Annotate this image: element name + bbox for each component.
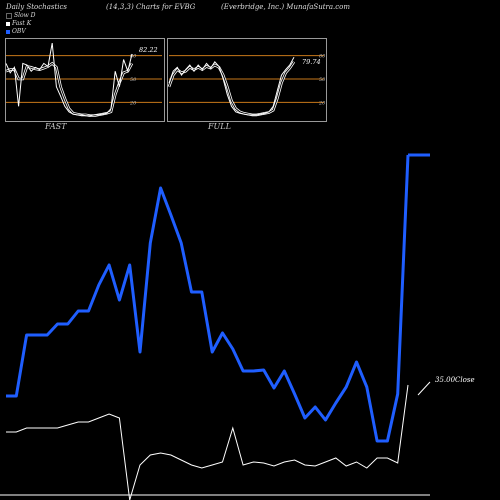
header-site: (Everbridge, Inc.) MunafaSutra.com	[221, 3, 351, 11]
fast-fast-k-line	[5, 43, 133, 117]
legend-item-slow-d: Slow D	[6, 12, 36, 20]
fast-ytick: 20	[129, 100, 137, 106]
full-ytick: 50	[319, 77, 326, 83]
full-stochastic-panel	[167, 38, 327, 122]
close-label: 35.00Close	[435, 376, 475, 384]
full-value-label: 79.74	[302, 58, 321, 66]
full-slow-d-line	[168, 61, 295, 116]
fast-slow-d-line	[5, 62, 133, 117]
fast-ytick: 80	[130, 54, 137, 60]
full-ytick: 80	[319, 54, 326, 60]
legend-swatch-slow-d	[6, 13, 12, 19]
fast-panel-label: FAST	[45, 122, 67, 131]
fast-value-label: 82.22	[139, 46, 158, 54]
fast-stochastic-panel	[5, 38, 165, 122]
price-line	[6, 384, 409, 500]
header-subtitle: (14,3,3) Charts for EVBG	[106, 3, 196, 11]
legend-label: OBV	[12, 28, 26, 35]
full-ytick: 20	[318, 100, 326, 106]
fast-ytick: 50	[130, 77, 137, 83]
legend-label: Slow D	[14, 12, 36, 19]
full-panel-label: FULL	[208, 122, 231, 131]
legend-swatch-obv	[6, 30, 10, 34]
legend-label: Fast K	[12, 20, 32, 27]
legend-item-fast-k: Fast K	[6, 20, 36, 28]
obv-line	[6, 154, 410, 443]
full-fast-k-line	[168, 56, 295, 116]
legend-swatch-fast-k	[6, 22, 10, 26]
header-title: Daily Stochastics	[6, 3, 68, 11]
legend: Slow D Fast K OBV	[6, 12, 36, 36]
legend-item-obv: OBV	[6, 28, 36, 36]
price-line-extension	[417, 381, 431, 396]
